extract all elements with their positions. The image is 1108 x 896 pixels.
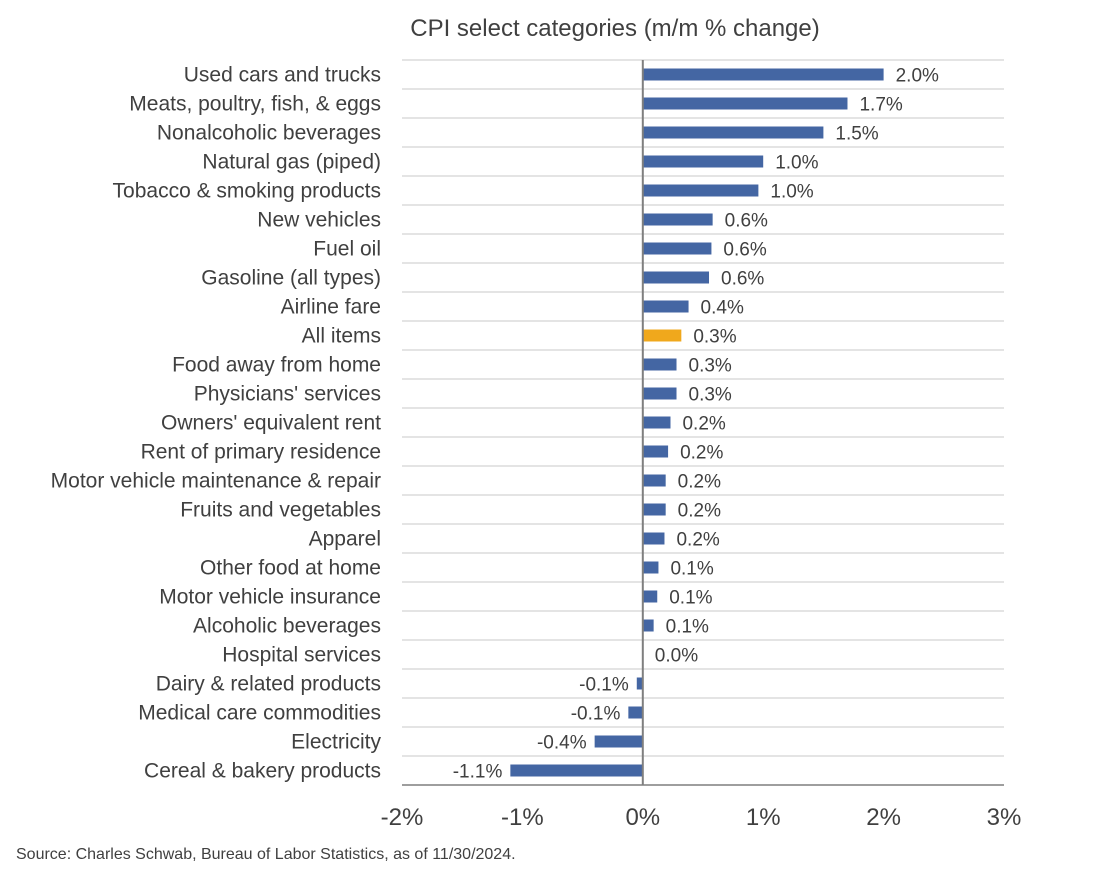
data-label: 0.1% bbox=[669, 588, 712, 609]
data-label: 1.0% bbox=[775, 153, 818, 174]
x-tick-label: 0% bbox=[625, 804, 660, 831]
bar bbox=[642, 590, 658, 603]
x-tick-label: 2% bbox=[866, 804, 901, 831]
bar bbox=[642, 213, 713, 226]
category-label: Other food at home bbox=[200, 557, 381, 580]
bar bbox=[642, 503, 666, 516]
x-axis: -2% -1% 0% 1% 2% 3% bbox=[381, 60, 1022, 831]
data-label: -0.1% bbox=[579, 675, 629, 696]
category-label: Hospital services bbox=[222, 644, 381, 667]
data-label: 0.2% bbox=[678, 472, 721, 493]
data-label: 0.1% bbox=[670, 559, 713, 580]
bar bbox=[642, 271, 710, 284]
data-label: 0.4% bbox=[701, 298, 744, 319]
bar bbox=[510, 764, 643, 777]
bar bbox=[642, 300, 689, 313]
category-label: Fuel oil bbox=[313, 238, 381, 261]
bar bbox=[642, 358, 677, 371]
bar bbox=[642, 155, 764, 168]
data-label: 0.0% bbox=[655, 646, 698, 667]
data-label: 0.1% bbox=[666, 617, 709, 638]
bar bbox=[636, 677, 643, 690]
bar bbox=[628, 706, 643, 719]
category-label: Fruits and vegetables bbox=[180, 499, 381, 522]
x-tick-label: -2% bbox=[381, 804, 424, 831]
category-label: Used cars and trucks bbox=[184, 64, 381, 87]
bar bbox=[642, 445, 669, 458]
category-label: Cereal & bakery products bbox=[144, 760, 381, 783]
category-label: Alcoholic beverages bbox=[193, 615, 381, 638]
data-label: 1.0% bbox=[770, 182, 813, 203]
bar bbox=[642, 387, 677, 400]
bar bbox=[642, 619, 654, 632]
gridlines bbox=[402, 59, 1004, 786]
category-label: Meats, poultry, fish, & eggs bbox=[129, 93, 381, 116]
category-label: Gasoline (all types) bbox=[201, 267, 381, 290]
bar bbox=[642, 474, 666, 487]
bar bbox=[642, 184, 759, 197]
bars bbox=[510, 68, 884, 777]
category-label: New vehicles bbox=[257, 209, 381, 232]
category-label: Airline fare bbox=[281, 296, 381, 319]
data-label: 0.2% bbox=[680, 443, 723, 464]
category-label: Nonalcoholic beverages bbox=[157, 122, 381, 145]
data-label: 0.6% bbox=[721, 269, 764, 290]
category-label: Dairy & related products bbox=[156, 673, 381, 696]
category-label: Owners' equivalent rent bbox=[161, 412, 381, 435]
x-tick-label: 3% bbox=[987, 804, 1022, 831]
category-label: Medical care commodities bbox=[138, 702, 381, 725]
data-label: 1.7% bbox=[859, 95, 902, 116]
value-labels: 2.0%1.7%1.5%1.0%1.0%0.6%0.6%0.6%0.4%0.3%… bbox=[453, 66, 939, 783]
category-label: Rent of primary residence bbox=[141, 441, 381, 464]
category-labels: Used cars and trucks Meats, poultry, fish… bbox=[51, 64, 382, 783]
bar bbox=[642, 561, 659, 574]
data-label: -0.1% bbox=[571, 704, 621, 725]
category-label: Apparel bbox=[309, 528, 381, 551]
source-note: Source: Charles Schwab, Bureau of Labor … bbox=[16, 846, 516, 863]
chart-title: CPI select categories (m/m % change) bbox=[410, 15, 820, 42]
bar bbox=[594, 735, 643, 748]
data-label: 0.2% bbox=[676, 530, 719, 551]
x-tick-label: 1% bbox=[746, 804, 781, 831]
bar bbox=[642, 68, 884, 81]
category-label: All items bbox=[302, 325, 381, 348]
x-tick-label: -1% bbox=[501, 804, 544, 831]
data-label: 0.2% bbox=[678, 501, 721, 522]
bar bbox=[642, 126, 824, 139]
bar bbox=[642, 329, 682, 342]
category-label: Tobacco & smoking products bbox=[113, 180, 381, 203]
chart: CPI select categories (m/m % change) Use… bbox=[51, 15, 1022, 831]
data-label: 1.5% bbox=[835, 124, 878, 145]
data-label: 0.2% bbox=[682, 414, 725, 435]
data-label: 0.6% bbox=[725, 211, 768, 232]
category-label: Natural gas (piped) bbox=[202, 151, 381, 174]
category-label: Food away from home bbox=[172, 354, 381, 377]
category-label: Electricity bbox=[291, 731, 381, 754]
category-label: Motor vehicle insurance bbox=[159, 586, 381, 609]
data-label: 2.0% bbox=[896, 66, 939, 87]
bar bbox=[642, 416, 671, 429]
category-label: Motor vehicle maintenance & repair bbox=[51, 470, 381, 493]
category-label: Physicians' services bbox=[194, 383, 381, 406]
data-label: 0.3% bbox=[693, 327, 736, 348]
bar bbox=[642, 532, 665, 545]
bar bbox=[642, 242, 712, 255]
data-label: 0.3% bbox=[689, 385, 732, 406]
data-label: -1.1% bbox=[453, 762, 503, 783]
data-label: -0.4% bbox=[537, 733, 587, 754]
data-label: 0.3% bbox=[689, 356, 732, 377]
data-label: 0.6% bbox=[723, 240, 766, 261]
bar bbox=[642, 97, 848, 110]
